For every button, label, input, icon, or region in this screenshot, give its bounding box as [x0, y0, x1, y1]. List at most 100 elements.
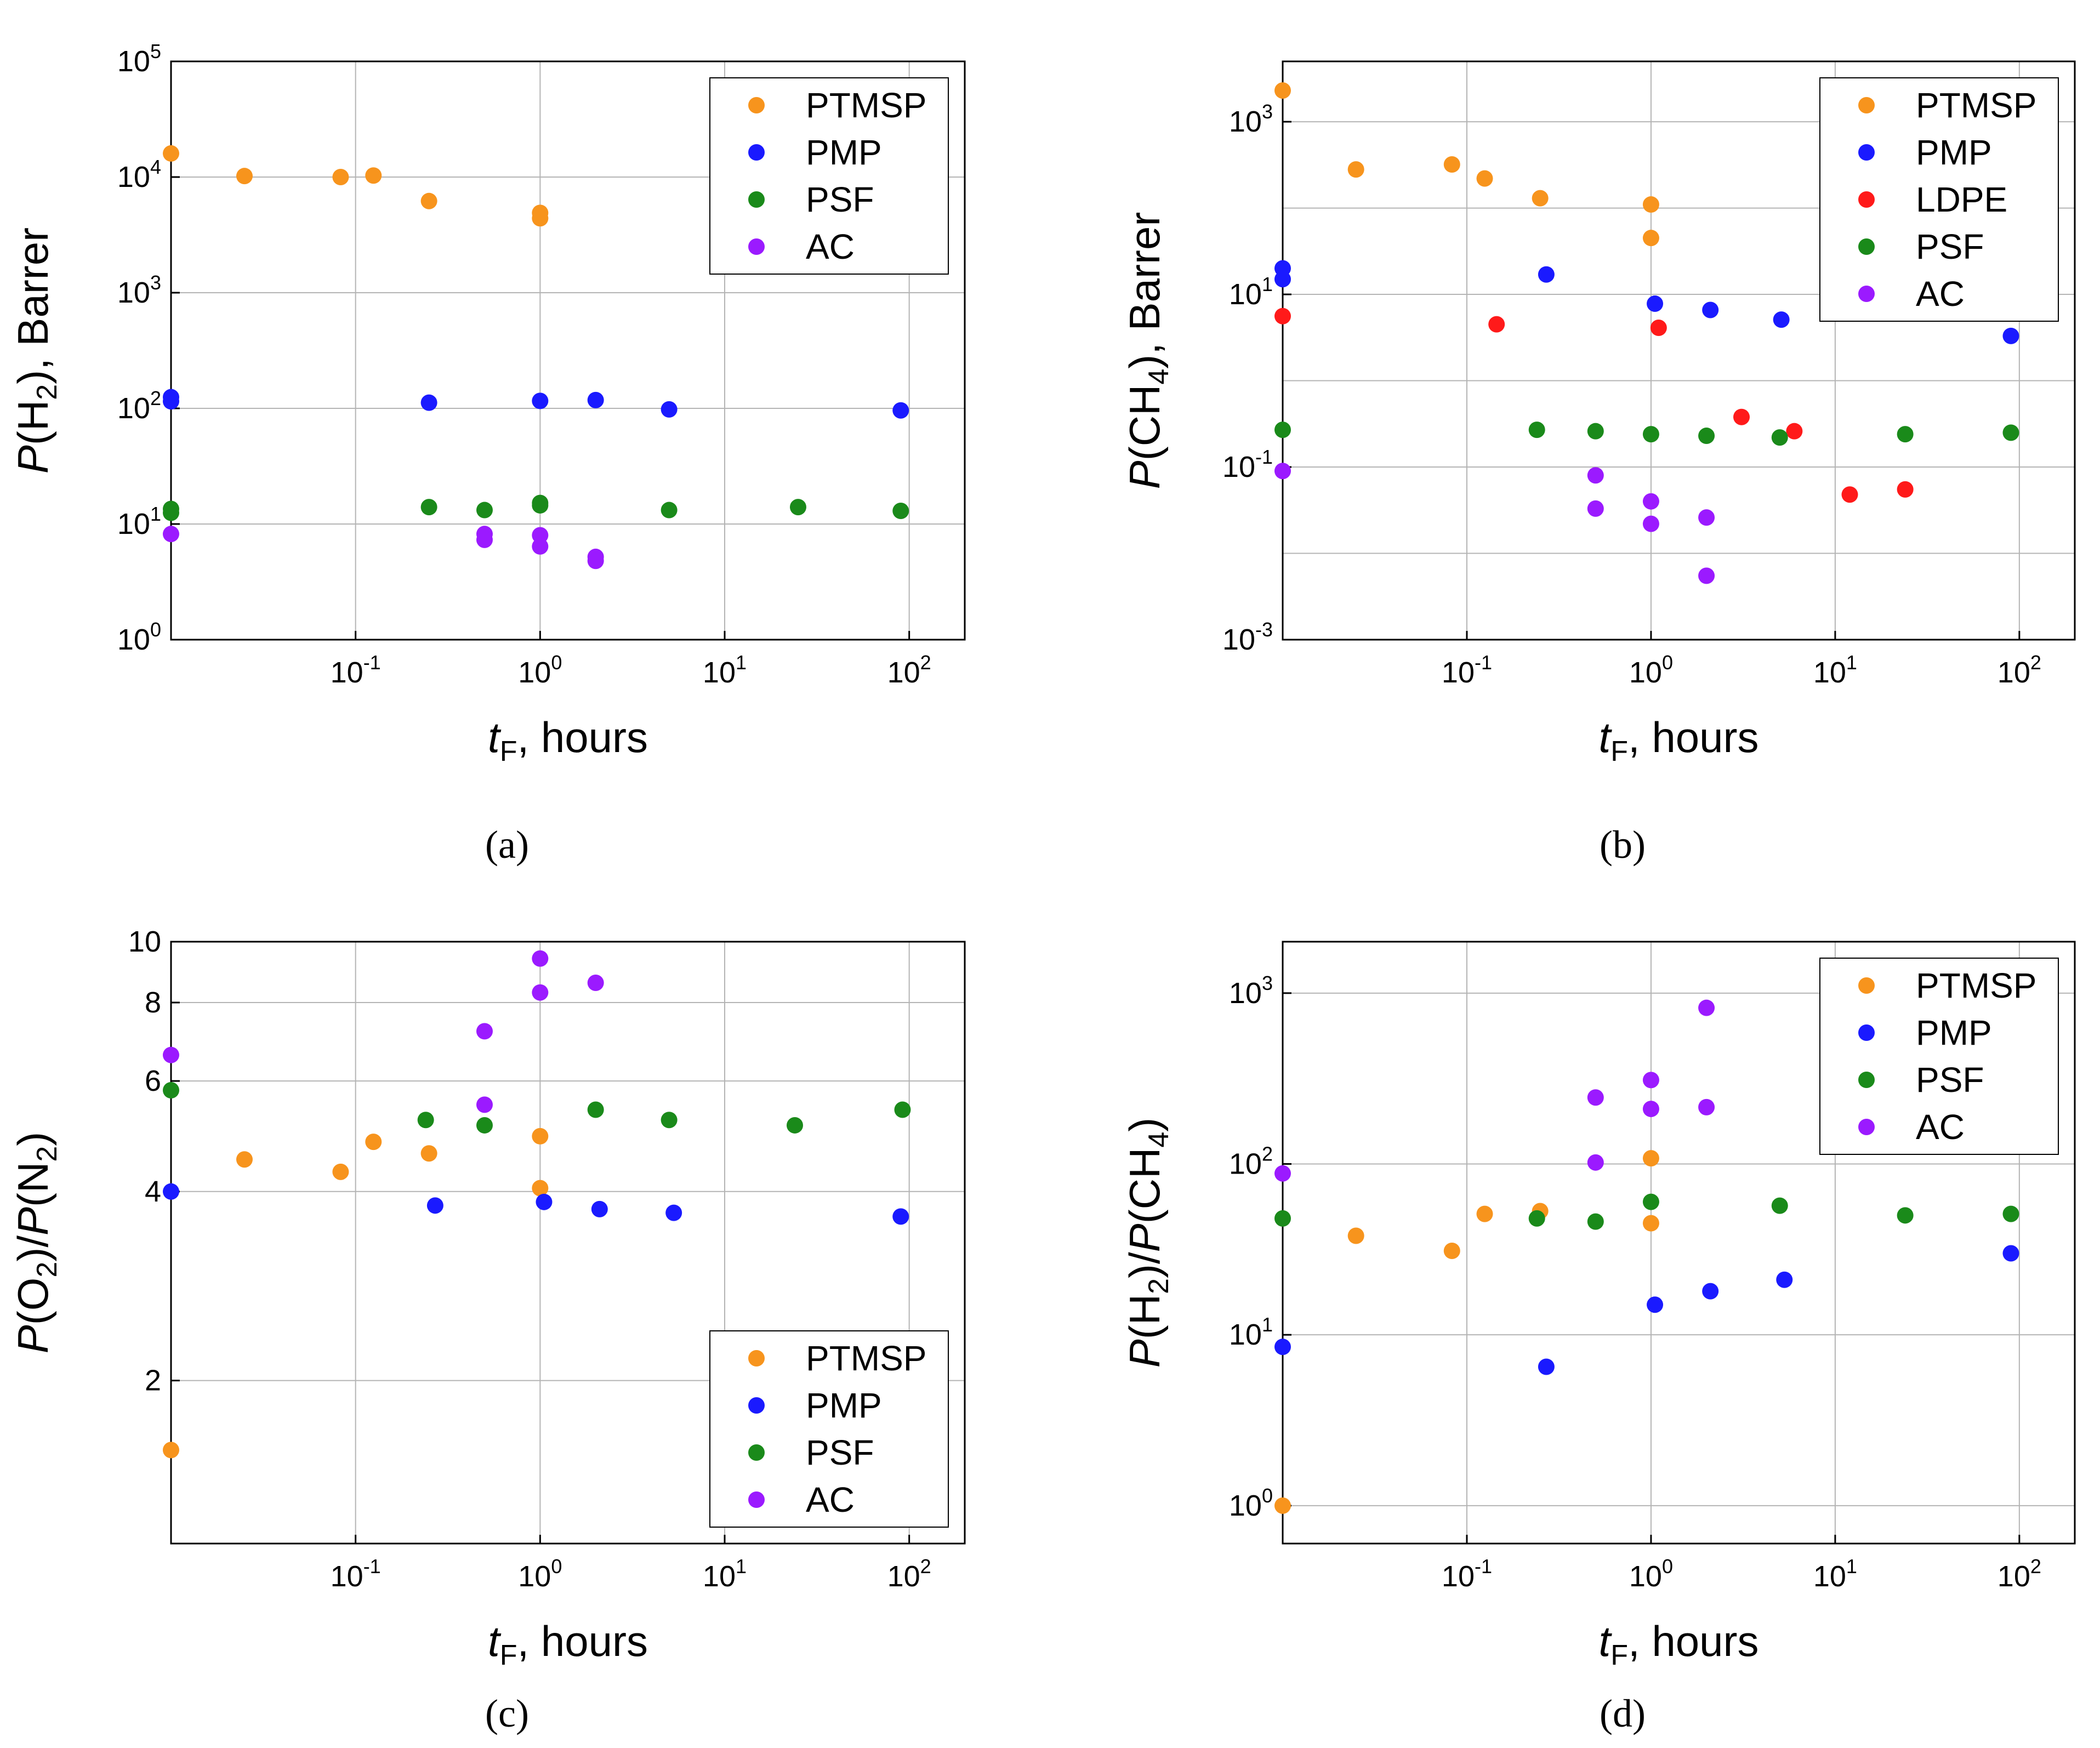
point-c-psf-2: [476, 1117, 493, 1134]
point-a-psf-1: [163, 504, 179, 521]
x-tick-label-c-1: 100: [518, 1555, 562, 1593]
point-a-psf-6: [661, 502, 678, 519]
point-b-pmp-3: [1647, 295, 1664, 312]
point-c-pmp-5: [892, 1208, 909, 1225]
y-tick-label-b-1: 10-1: [1222, 446, 1273, 483]
series-a-ptmsp: [163, 145, 549, 227]
x-tick-label-a-2: 101: [703, 651, 747, 689]
y-tick-label-c-1: 4: [145, 1175, 161, 1208]
point-d-ac-2: [1587, 1154, 1604, 1171]
plot-frame-a: [170, 60, 966, 641]
x-axis-label-a: tF, hours: [488, 713, 648, 767]
point-b-ac-2: [1587, 500, 1604, 517]
legend-a: PTMSP PMP PSF AC: [709, 77, 949, 275]
point-b-ldpe-4: [1786, 423, 1803, 440]
point-b-ptmsp-1: [1347, 161, 1364, 178]
point-c-psf-1: [417, 1112, 434, 1129]
point-a-pmp-6: [892, 402, 909, 419]
legend-label-b-ldpe: LDPE: [1916, 180, 2007, 219]
point-b-ldpe-2: [1650, 320, 1667, 337]
legend-marker-d-ptmsp: [1858, 977, 1875, 994]
legend-b: PTMSP PMP LDPE PSF AC: [1819, 77, 2059, 322]
point-c-ptmsp-5: [532, 1128, 549, 1145]
point-d-ac-5: [1698, 999, 1715, 1016]
panel-a: 10-1 100 101 102 100 101 102 103 104 105 tF, hours…: [9, 40, 966, 867]
point-b-pmp-4: [1702, 301, 1719, 318]
y-tick-label-a-0: 100: [117, 618, 161, 656]
point-b-psf-6: [1897, 426, 1914, 443]
point-a-psf-7: [789, 499, 806, 516]
y-tick-label-a-4: 104: [117, 156, 161, 193]
point-b-ptmsp-6: [1642, 230, 1659, 247]
legend-marker-c-ac: [748, 1491, 765, 1508]
legend-label-d-pmp: PMP: [1916, 1013, 1992, 1052]
plot-frame-d: [1282, 941, 2076, 1545]
point-b-pmp-5: [1773, 311, 1790, 328]
point-d-psf-1: [1528, 1210, 1545, 1227]
x-ticks-b: 10-1 100 101 102: [1442, 631, 2041, 689]
y-ticks-d: 100 101 102 103: [1229, 972, 1291, 1522]
point-b-ptmsp-0: [1274, 82, 1291, 99]
x-tick-label-b-0: 10-1: [1442, 651, 1492, 689]
point-d-psf-0: [1274, 1210, 1291, 1227]
plot-frame-b: [1282, 60, 2076, 641]
point-c-pmp-0: [163, 1183, 179, 1200]
point-b-psf-2: [1587, 423, 1604, 440]
x-tick-label-b-3: 102: [1997, 651, 2041, 689]
point-a-pmp-5: [661, 401, 678, 418]
x-tick-label-a-1: 100: [518, 651, 562, 689]
point-d-pmp-5: [2002, 1245, 2019, 1262]
point-d-ac-0: [1274, 1165, 1291, 1182]
legend-label-a-psf: PSF: [806, 180, 874, 219]
series-b-ldpe: [1274, 308, 1914, 503]
legend-box-d: [1819, 958, 2059, 1155]
x-tick-label-c-2: 101: [703, 1555, 747, 1593]
point-c-ac-4: [532, 984, 549, 1001]
point-c-psf-5: [786, 1117, 803, 1134]
panel-label-a: (a): [485, 823, 529, 867]
point-c-ptmsp-0: [163, 1442, 179, 1459]
series-d-psf: [1274, 1193, 2019, 1230]
point-d-ptmsp-1: [1347, 1227, 1364, 1244]
series-c-psf: [163, 1081, 911, 1134]
point-d-pmp-1: [1538, 1358, 1555, 1375]
point-d-ptmsp-5: [1642, 1150, 1659, 1167]
series-a-pmp: [163, 389, 909, 419]
point-c-psf-6: [894, 1101, 911, 1118]
point-a-psf-8: [892, 502, 909, 519]
point-b-psf-3: [1642, 426, 1659, 443]
x-tick-label-b-2: 101: [1813, 651, 1857, 689]
point-b-ac-6: [1698, 567, 1715, 584]
point-b-ac-4: [1642, 515, 1659, 532]
point-d-ptmsp-2: [1443, 1243, 1460, 1260]
point-a-ptmsp-0: [163, 145, 179, 162]
x-tick-label-d-0: 10-1: [1442, 1555, 1492, 1593]
legend-marker-b-ptmsp: [1858, 97, 1875, 113]
point-d-psf-2: [1587, 1213, 1604, 1230]
point-a-ac-4: [532, 538, 549, 555]
y-tick-label-a-1: 101: [117, 503, 161, 540]
point-c-psf-0: [163, 1081, 179, 1098]
legend-box-c: [709, 1330, 949, 1528]
point-c-ptmsp-3: [365, 1134, 382, 1151]
point-d-ac-1: [1587, 1089, 1604, 1106]
x-tick-label-a-3: 102: [887, 651, 931, 689]
panel-c: 10-1 100 101 102 2 4 6 8 10 tF, hours P(O2)/P(N2) P…: [9, 925, 966, 1735]
x-tick-label-d-3: 102: [1997, 1555, 2041, 1593]
y-tick-label-a-5: 105: [117, 40, 161, 78]
point-b-ptmsp-2: [1443, 156, 1460, 173]
legend-marker-d-ac: [1858, 1119, 1875, 1135]
legend-label-c-pmp: PMP: [806, 1386, 882, 1425]
point-b-ldpe-6: [1897, 481, 1914, 498]
point-b-ac-3: [1642, 493, 1659, 510]
y-tick-label-d-3: 103: [1229, 972, 1273, 1010]
point-c-pmp-2: [536, 1193, 553, 1210]
point-d-ptmsp-0: [1274, 1497, 1291, 1514]
x-ticks-c: 10-1 100 101 102: [331, 1535, 931, 1593]
point-d-pmp-2: [1647, 1296, 1664, 1313]
legend-label-c-ptmsp: PTMSP: [806, 1339, 926, 1378]
point-a-ptmsp-1: [236, 168, 253, 185]
y-axis-label-d: P(H2)/P(CH4): [1120, 1118, 1175, 1368]
panel-d: 10-1 100 101 102 100 101 102 103 tF, hours P(H2)/…: [1120, 941, 2076, 1735]
point-a-psf-2: [420, 499, 437, 516]
